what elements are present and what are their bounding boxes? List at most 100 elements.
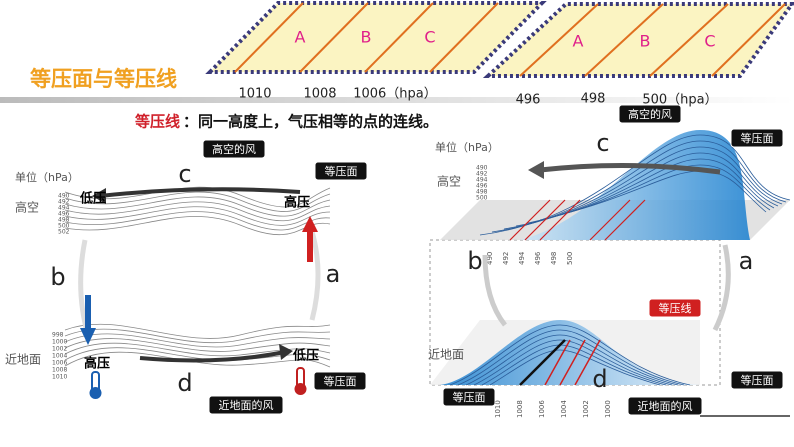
tick: 1004 bbox=[560, 400, 568, 418]
wind-tag: 近地面的风 bbox=[638, 399, 693, 413]
wind-arrow bbox=[139, 350, 286, 363]
pressure-value: 500（hpa） bbox=[642, 93, 717, 108]
tick: 494 bbox=[58, 205, 70, 212]
isobaric-curve bbox=[457, 329, 685, 386]
letter: c bbox=[596, 129, 609, 157]
surface-tag: 等压面 bbox=[325, 164, 358, 178]
ground-isobar bbox=[544, 339, 571, 386]
tick: 490 bbox=[486, 252, 494, 265]
isobar-line bbox=[429, 2, 499, 73]
isobar-line bbox=[584, 3, 664, 77]
letter: c bbox=[178, 160, 191, 188]
tick: 1000 bbox=[604, 400, 612, 418]
title-bar bbox=[0, 97, 794, 103]
pressure-label: 低压 bbox=[292, 348, 319, 364]
point-label: A bbox=[295, 28, 306, 47]
letter: b bbox=[50, 263, 65, 291]
title: 等压面与等压线 bbox=[30, 67, 177, 91]
ground-isobar bbox=[559, 339, 586, 386]
isobar-line bbox=[711, 3, 786, 77]
altitude-label: 近地面 bbox=[5, 353, 41, 367]
tick: 492 bbox=[58, 199, 70, 206]
point-label: A bbox=[573, 32, 584, 51]
upper-isobar bbox=[524, 199, 566, 241]
thermometer-bulb bbox=[89, 387, 102, 399]
surface-tag: 等压面 bbox=[741, 373, 774, 387]
tick: 500 bbox=[476, 195, 488, 202]
altitude-label: 近地面 bbox=[428, 348, 464, 362]
upper-isobar bbox=[589, 199, 631, 241]
isobaric-curve bbox=[64, 351, 331, 368]
letter: b bbox=[467, 247, 482, 275]
point-label: B bbox=[640, 32, 651, 51]
upper-isobar bbox=[539, 199, 581, 241]
tick: 1004 bbox=[52, 353, 67, 360]
pressure-label: 高压 bbox=[84, 356, 110, 372]
isobaric-curve bbox=[64, 196, 331, 217]
isobaric-curve bbox=[64, 333, 331, 348]
isobaric-curve bbox=[479, 134, 791, 236]
surface-tag: 等压面 bbox=[453, 390, 486, 404]
letter: d bbox=[177, 369, 192, 397]
isobaric-curve bbox=[515, 152, 779, 227]
wind-arrow bbox=[712, 244, 731, 332]
pressure-value: 1008 bbox=[303, 87, 336, 102]
isobaric-curve bbox=[539, 164, 771, 221]
definition-text: ：同一高度上，气压相等的点的连线。 bbox=[183, 113, 438, 131]
tick: 496 bbox=[534, 251, 542, 265]
isobaric-curve bbox=[473, 339, 673, 386]
tick: 998 bbox=[52, 332, 64, 339]
altitude-label: 高空 bbox=[437, 174, 461, 189]
tick: 1002 bbox=[52, 346, 67, 353]
surface-tag-box bbox=[313, 371, 367, 391]
surface-tag-box bbox=[442, 387, 496, 407]
isobaric-curve bbox=[489, 349, 661, 386]
isobaric-curve bbox=[64, 323, 331, 339]
tick: 492 bbox=[476, 171, 488, 178]
upper-isobar bbox=[604, 199, 646, 241]
wind-tag-box bbox=[618, 104, 682, 124]
upper-isobar bbox=[509, 199, 551, 241]
unit-label: 单位（hPa） bbox=[435, 140, 499, 154]
arrow-head bbox=[279, 344, 293, 360]
tick: 1002 bbox=[582, 400, 590, 418]
tick: 494 bbox=[476, 177, 488, 184]
thermometer-bulb bbox=[294, 383, 307, 395]
tick: 1008 bbox=[516, 400, 524, 418]
altitude-label: 高空 bbox=[15, 200, 39, 215]
isobaric-curve bbox=[64, 201, 331, 222]
tick: 490 bbox=[476, 165, 488, 172]
wind-tag-box bbox=[202, 139, 266, 159]
wind-arrow bbox=[482, 254, 507, 327]
pressure-value: 498 bbox=[581, 92, 606, 107]
arrow-head bbox=[80, 328, 96, 345]
arrow-head bbox=[92, 188, 106, 204]
arrow-head bbox=[528, 161, 544, 179]
isobaric-curve bbox=[491, 140, 787, 233]
tick: 1000 bbox=[52, 339, 67, 346]
wind-tag-box bbox=[627, 396, 703, 416]
tick: 500 bbox=[566, 252, 574, 265]
tick: 496 bbox=[58, 211, 70, 218]
letter: a bbox=[326, 260, 341, 288]
isobar-tag-box bbox=[648, 298, 702, 318]
point-label: C bbox=[704, 32, 715, 51]
isobaric-curve bbox=[449, 324, 691, 386]
letter: d bbox=[592, 365, 607, 393]
isobaric-curve bbox=[64, 191, 331, 212]
tick: 498 bbox=[476, 189, 488, 196]
wind-arrow bbox=[99, 187, 301, 198]
wind-arrow bbox=[539, 162, 721, 175]
tick: 1006 bbox=[52, 360, 67, 367]
letter: a bbox=[739, 247, 754, 275]
upper-bulge bbox=[520, 130, 750, 240]
isobaric-curve bbox=[64, 342, 331, 357]
definition-term: 等压线 bbox=[135, 113, 180, 131]
point-label: C bbox=[424, 28, 435, 47]
tick: 1010 bbox=[52, 374, 67, 381]
isobar-tag: 等压线 bbox=[659, 301, 692, 315]
isobar-line bbox=[299, 2, 369, 73]
isobaric-curve bbox=[64, 206, 331, 226]
wind-tag: 高空的风 bbox=[212, 142, 256, 156]
